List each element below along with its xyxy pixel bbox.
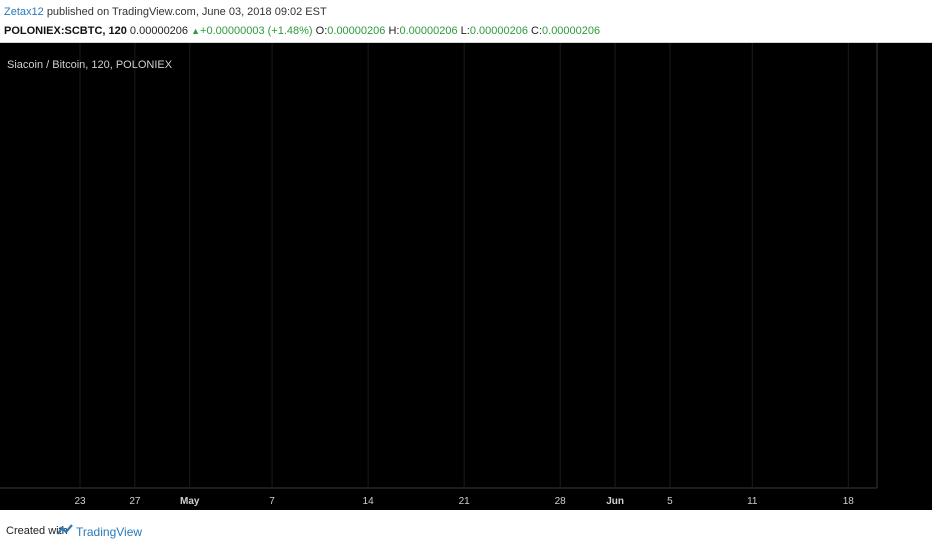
open-label: O:: [315, 25, 328, 37]
x-tick-label: 11: [747, 496, 758, 507]
close-value: 0.00000206: [542, 25, 601, 37]
publish-date: published on TradingView.com, June 03, 2…: [46, 6, 327, 18]
x-tick-label: 28: [555, 496, 567, 507]
change-value: +0.00000003 (+1.48%): [200, 25, 313, 37]
chart-area[interactable]: (A)(B)(C)(D)(E) 0.000003200.000003000.00…: [0, 43, 932, 510]
x-tick-label: May: [180, 496, 200, 507]
high-label: H:: [388, 25, 400, 37]
x-tick-label: 7: [269, 496, 275, 507]
tradingview-logo-icon: [57, 524, 73, 535]
x-tick-label: 23: [74, 496, 86, 507]
price-chart[interactable]: (A)(B)(C)(D)(E) 0.000003200.000003000.00…: [0, 43, 932, 510]
x-tick-label: 18: [843, 496, 855, 507]
close-label: C:: [531, 25, 543, 37]
x-tick-label: 27: [129, 496, 141, 507]
x-tick-label: 21: [459, 496, 471, 507]
publish-info: Zetax12 published on TradingView.com, Ju…: [4, 6, 327, 18]
symbol-info: POLONIEX:SCBTC, 120 0.00000206 ▲+0.00000…: [4, 25, 600, 37]
footer: Created with TradingView: [0, 510, 932, 550]
publish-header: Zetax12 published on TradingView.com, Ju…: [0, 0, 932, 43]
x-tick-label: 5: [667, 496, 673, 507]
open-value: 0.00000206: [327, 25, 386, 37]
time-axis: 23 27 May 7 14 21 28 Jun 5 11 18: [74, 496, 854, 507]
created-with-label: Created with: [6, 525, 68, 537]
up-triangle-icon: ▲: [191, 26, 201, 36]
low-label: L:: [460, 25, 470, 37]
low-value: 0.00000206: [469, 25, 528, 37]
x-tick-label: Jun: [606, 496, 624, 507]
high-value: 0.00000206: [399, 25, 458, 37]
x-tick-label: 14: [363, 496, 375, 507]
last-price: 0.00000206: [129, 25, 189, 37]
chart-title: Siacoin / Bitcoin, 120, POLONIEX: [7, 59, 173, 71]
symbol-label[interactable]: POLONIEX:SCBTC, 120: [4, 25, 127, 37]
tradingview-brand-link[interactable]: TradingView: [76, 525, 143, 539]
chart-grid: [0, 43, 878, 489]
author-link[interactable]: Zetax12: [4, 6, 44, 18]
